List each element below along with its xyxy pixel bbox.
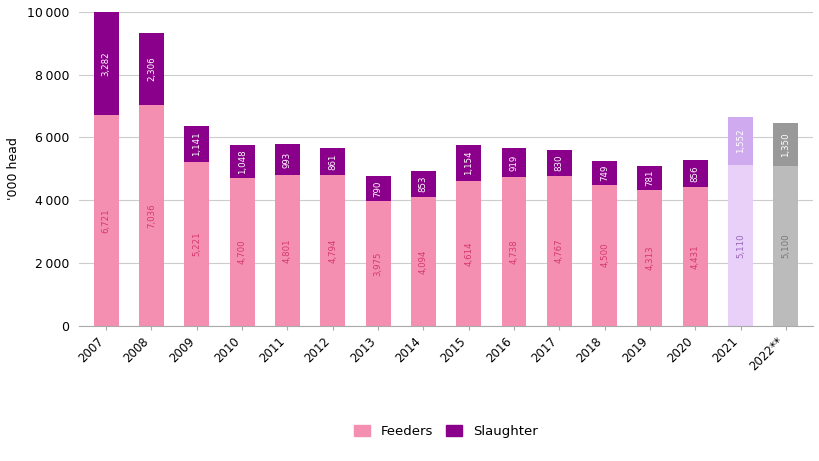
Bar (139, 105, 164, 326)
Text: 5,100: 5,100 (781, 233, 790, 258)
Bar (727, 165, 752, 326)
Bar (93, 115, 119, 326)
Bar (139, 33, 164, 105)
Text: 1,552: 1,552 (735, 129, 744, 154)
Text: 1,350: 1,350 (781, 132, 790, 157)
Bar (455, 181, 481, 326)
Text: 993: 993 (283, 151, 292, 168)
Bar (772, 124, 798, 165)
Bar (410, 171, 435, 197)
Bar (546, 150, 571, 176)
Bar (727, 117, 752, 165)
Text: 861: 861 (328, 154, 337, 170)
Bar (682, 187, 707, 326)
Bar (274, 175, 300, 326)
Bar (591, 161, 617, 184)
Text: 3,975: 3,975 (373, 251, 382, 276)
Text: 830: 830 (554, 155, 563, 171)
Bar (184, 126, 209, 162)
Legend: Feeders, Slaughter: Feeders, Slaughter (354, 426, 537, 438)
Text: 4,801: 4,801 (283, 238, 292, 263)
Text: 781: 781 (645, 170, 654, 186)
Text: 856: 856 (690, 165, 699, 182)
Text: 853: 853 (419, 176, 428, 192)
Y-axis label: '000 head: '000 head (7, 137, 20, 200)
Text: 5,221: 5,221 (192, 231, 201, 256)
Bar (501, 148, 526, 177)
Bar (636, 166, 662, 190)
Text: 4,614: 4,614 (464, 241, 473, 266)
Bar (636, 190, 662, 326)
Text: 5,110: 5,110 (735, 233, 744, 258)
Bar (410, 197, 435, 326)
Text: 7,036: 7,036 (147, 203, 156, 228)
Text: 4,431: 4,431 (690, 244, 699, 269)
Bar (320, 148, 345, 175)
Text: 1,048: 1,048 (238, 149, 247, 174)
Bar (93, 12, 119, 115)
Text: 6,721: 6,721 (102, 208, 111, 233)
Bar (772, 165, 798, 326)
Text: 4,794: 4,794 (328, 238, 337, 263)
Bar (320, 175, 345, 326)
Text: 919: 919 (509, 154, 518, 171)
Bar (501, 177, 526, 326)
Bar (546, 176, 571, 326)
Bar (184, 162, 209, 326)
Text: 4,767: 4,767 (554, 239, 563, 263)
Bar (365, 176, 390, 201)
Bar (229, 178, 254, 326)
Text: 749: 749 (600, 165, 609, 181)
Bar (682, 160, 707, 187)
Bar (455, 145, 481, 181)
Text: 4,738: 4,738 (509, 239, 518, 264)
Bar (365, 201, 390, 326)
Bar (591, 184, 617, 326)
Bar (229, 145, 254, 178)
Text: 4,500: 4,500 (600, 243, 609, 267)
Bar (274, 144, 300, 175)
Text: 4,094: 4,094 (419, 249, 428, 274)
Text: 4,313: 4,313 (645, 246, 654, 271)
Text: 1,141: 1,141 (192, 132, 201, 156)
Text: 3,282: 3,282 (102, 51, 111, 76)
Text: 2,306: 2,306 (147, 56, 156, 81)
Text: 1,154: 1,154 (464, 151, 473, 175)
Text: 790: 790 (373, 180, 382, 197)
Text: 4,700: 4,700 (238, 240, 247, 264)
